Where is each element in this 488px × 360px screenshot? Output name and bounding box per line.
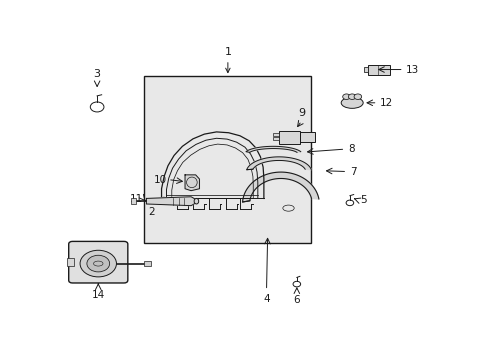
Text: 12: 12 xyxy=(379,98,392,108)
Bar xyxy=(367,64,389,75)
Text: 14: 14 xyxy=(91,290,104,300)
Circle shape xyxy=(347,94,355,99)
Bar xyxy=(273,137,279,140)
Polygon shape xyxy=(242,172,318,202)
Bar xyxy=(131,198,136,204)
Bar xyxy=(143,261,150,266)
Ellipse shape xyxy=(194,198,198,204)
Bar xyxy=(363,67,368,72)
Text: 10: 10 xyxy=(153,175,166,185)
Bar xyxy=(273,133,279,136)
Bar xyxy=(299,132,314,143)
Text: 11: 11 xyxy=(129,194,142,204)
Text: 9: 9 xyxy=(298,108,305,118)
Polygon shape xyxy=(184,175,199,191)
Text: 6: 6 xyxy=(293,294,300,305)
Text: 13: 13 xyxy=(405,64,418,75)
Ellipse shape xyxy=(341,97,363,108)
Text: 1: 1 xyxy=(224,47,231,73)
Polygon shape xyxy=(245,146,300,152)
Text: 3: 3 xyxy=(93,69,101,79)
Circle shape xyxy=(353,94,361,99)
Bar xyxy=(279,131,299,144)
Text: 8: 8 xyxy=(347,144,354,154)
Text: 2: 2 xyxy=(148,197,163,217)
Text: 5: 5 xyxy=(359,195,366,205)
Circle shape xyxy=(80,250,116,277)
Circle shape xyxy=(342,94,349,99)
Bar xyxy=(144,76,311,243)
Polygon shape xyxy=(246,157,311,170)
Text: 7: 7 xyxy=(349,167,356,176)
Circle shape xyxy=(87,255,109,272)
Text: 4: 4 xyxy=(263,293,269,303)
Polygon shape xyxy=(146,197,196,206)
Bar xyxy=(67,258,74,266)
FancyBboxPatch shape xyxy=(68,242,127,283)
